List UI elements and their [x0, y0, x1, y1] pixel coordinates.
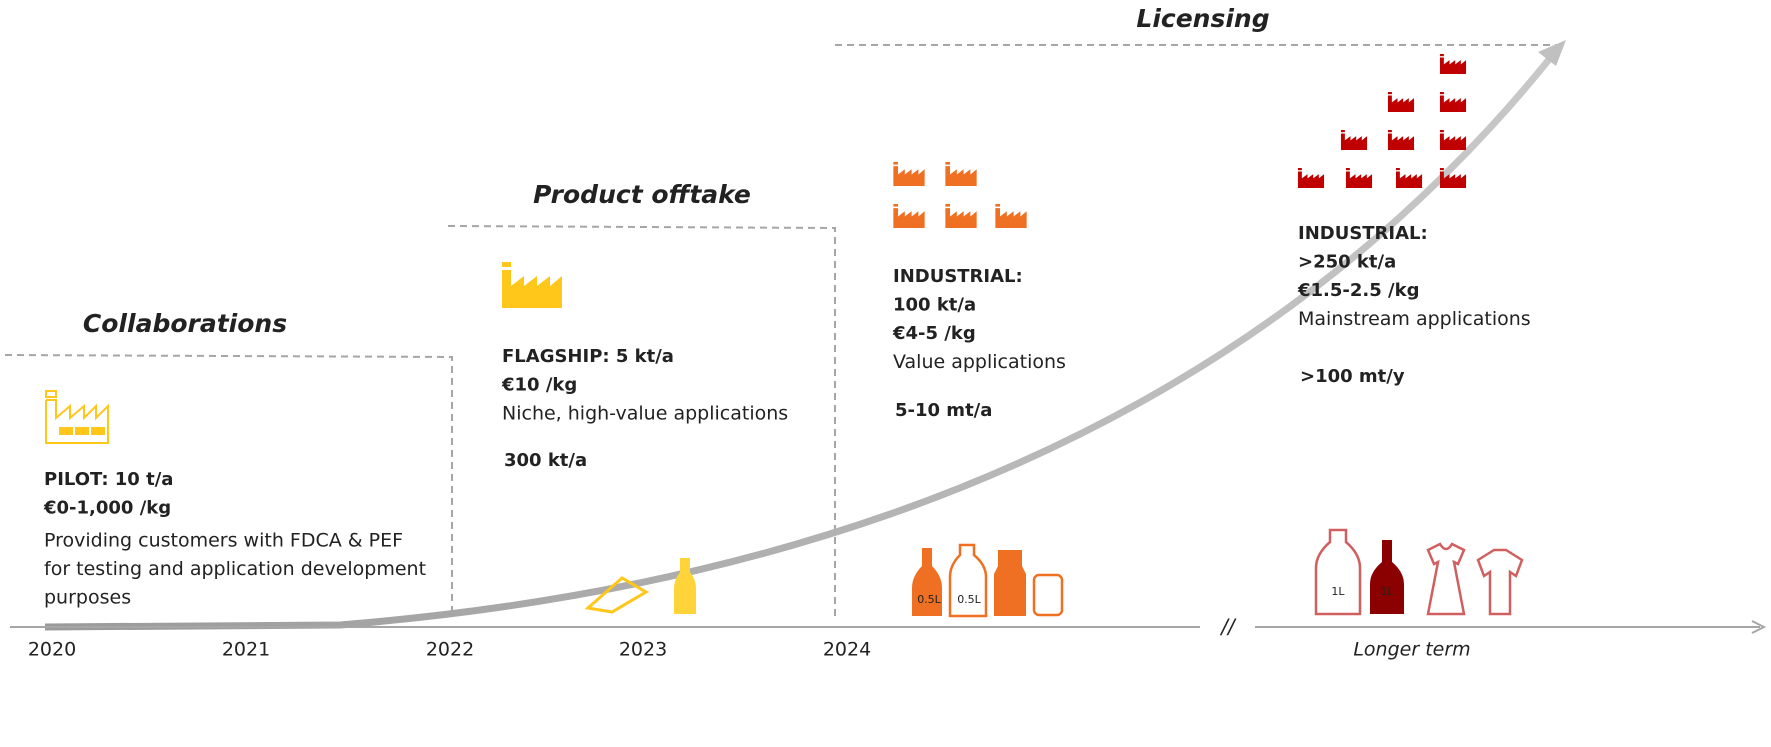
bottle-label: 1L [1380, 585, 1394, 598]
spec-line: 100 kt/a [893, 295, 976, 316]
spec-line: FLAGSHIP: 5 kt/a [502, 346, 674, 367]
spec-line: PILOT: 10 t/a [44, 469, 173, 490]
product-icons [584, 558, 696, 614]
description-line: purposes [44, 587, 131, 609]
bottle-label: 1L [1331, 585, 1345, 598]
bottle-label: 0.5L [957, 593, 981, 606]
pilot-icon [45, 390, 109, 444]
phase-label: Collaborations [83, 309, 287, 338]
description-line: Niche, high-value applications [502, 403, 788, 425]
phase-label: Product offtake [533, 180, 751, 209]
factory-group [1297, 54, 1467, 188]
year-label: 2022 [426, 639, 474, 661]
phase-frame [447, 225, 836, 620]
description-line: Mainstream applications [1298, 308, 1531, 330]
factory-group [893, 162, 1027, 228]
growth-curve [44, 49, 1558, 631]
spec-line: INDUSTRIAL: [893, 266, 1023, 287]
spec-line: €10 /kg [501, 375, 577, 396]
spec-line: INDUSTRIAL: [1298, 223, 1428, 244]
spec-line: €0-1,000 /kg [43, 498, 171, 519]
year-label: 2021 [222, 639, 270, 661]
product-icons [912, 543, 1064, 618]
phase-frame [4, 354, 453, 612]
market-volume: 5-10 mt/a [895, 400, 992, 421]
factory-icon [502, 262, 562, 308]
axis-arrow [1751, 620, 1767, 634]
spec-line: €1.5-2.5 /kg [1297, 280, 1419, 301]
description-line: Providing customers with FDCA & PEF [44, 530, 403, 552]
curve-arrow [1538, 40, 1566, 66]
year-label: 2024 [823, 639, 871, 661]
longer-term: Longer term [1353, 639, 1470, 661]
spec-line: >250 kt/a [1298, 252, 1396, 273]
phase-label: Licensing [1136, 4, 1269, 33]
description-line: for testing and application development [44, 558, 426, 580]
bottle-label: 0.5L [917, 593, 941, 606]
spec-line: €4-5 /kg [892, 323, 976, 344]
year-label: 2023 [619, 639, 667, 661]
product-icons [1314, 528, 1524, 616]
description-line: Value applications [893, 351, 1066, 373]
market-volume: >100 mt/y [1300, 366, 1405, 387]
market-volume: 300 kt/a [504, 450, 587, 471]
axis-break: // [1219, 615, 1237, 639]
year-label: 2020 [28, 639, 76, 661]
